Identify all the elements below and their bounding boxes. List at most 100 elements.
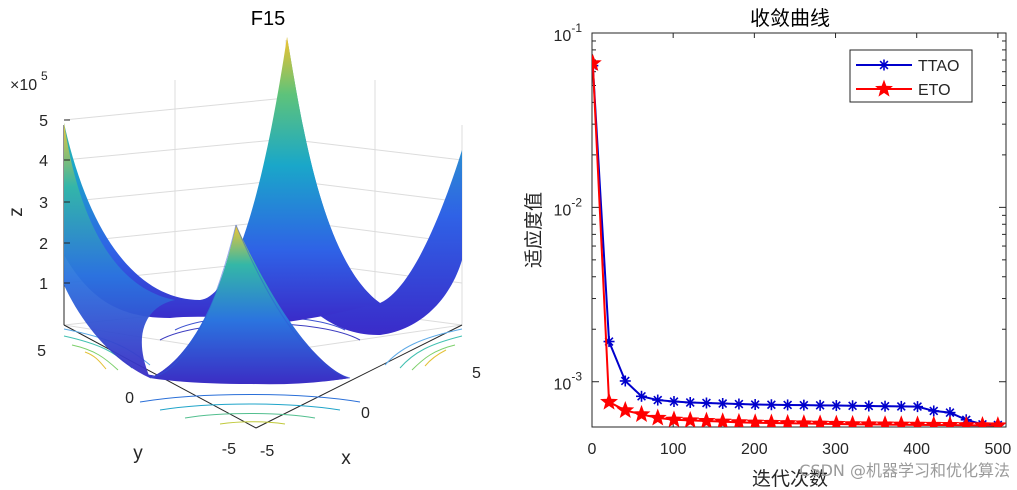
data-point	[636, 390, 648, 402]
y-tick-label: -5	[222, 441, 236, 458]
z-multiplier: ×10 5	[10, 69, 48, 94]
data-point	[713, 412, 732, 427]
z-multiplier-exponent: 5	[41, 69, 48, 83]
data-point	[665, 410, 683, 427]
data-point	[600, 392, 619, 410]
data-point	[941, 415, 959, 427]
y-axis-label: y	[133, 443, 143, 464]
data-point	[830, 400, 842, 412]
marker-stroke	[637, 391, 646, 401]
x-ticks: -5 0 5	[260, 365, 481, 460]
y-tick-labels: 10-1 10-2 10-3	[554, 21, 583, 394]
data-point	[697, 411, 716, 427]
marker-stroke	[783, 400, 793, 410]
plot-area-frame	[591, 32, 1007, 428]
legend-eto-marker	[875, 79, 893, 97]
marker-stroke	[848, 401, 858, 411]
x-tick-label: 100	[660, 441, 687, 458]
z-tick-label: 1	[39, 276, 48, 293]
data-point	[924, 415, 943, 427]
marker-stroke	[880, 401, 890, 411]
data-point	[879, 400, 891, 412]
data-point	[876, 415, 895, 427]
data-point	[652, 394, 664, 406]
marker-stroke	[896, 401, 906, 411]
marker-stroke	[799, 400, 809, 410]
z-tick-label: 4	[39, 153, 48, 170]
z-tick-label: 5	[39, 113, 48, 130]
data-point	[668, 396, 680, 408]
legend-ttao-marker	[878, 59, 890, 71]
data-point	[746, 413, 765, 427]
data-point	[908, 415, 927, 427]
data-point	[811, 414, 830, 427]
watermark: CSDN @机器学习和优化算法	[799, 461, 1010, 480]
y-tick-label: 10-2	[554, 195, 583, 219]
legend-ttao-label: TTAO	[918, 58, 959, 75]
marker-stroke	[864, 401, 874, 411]
marker-stroke	[879, 60, 889, 70]
data-point	[892, 415, 911, 427]
data-point	[782, 399, 794, 411]
data-point	[988, 416, 1006, 427]
legend-marker-shape	[878, 59, 890, 71]
legend: TTAO ETO	[849, 49, 973, 103]
marker-stroke	[766, 400, 776, 410]
data-point	[814, 399, 826, 411]
surface-plot: F15	[6, 8, 481, 469]
z-multiplier-base: ×10	[10, 77, 37, 94]
convergence-x-label: 迭代次数	[752, 468, 828, 490]
data-point	[928, 405, 940, 417]
series-line	[592, 65, 998, 426]
marker-stroke	[750, 400, 760, 409]
x-tick-label: 0	[361, 405, 370, 422]
data-point	[729, 412, 748, 427]
x-tick-labels: 0 100 200 300 400 500	[588, 441, 1012, 458]
data-point	[973, 415, 992, 427]
data-point	[616, 400, 635, 419]
y-tick-label: 10-3	[554, 370, 583, 394]
series-ttao	[592, 60, 1004, 427]
data-point	[778, 413, 797, 427]
marker-stroke	[685, 398, 695, 407]
data-point	[619, 375, 631, 387]
legend-box	[849, 49, 973, 103]
legend-eto-label: ETO	[918, 82, 951, 99]
x-tick-label: 200	[741, 441, 768, 458]
convergence-y-label: 适应度值	[523, 192, 545, 268]
data-point	[700, 397, 712, 409]
marker-stroke	[734, 399, 744, 409]
marker-stroke	[815, 400, 825, 410]
data-point	[798, 399, 810, 411]
marker-stroke	[831, 401, 841, 411]
surface-mesh	[64, 37, 462, 385]
data-point	[632, 404, 651, 422]
data-point	[843, 414, 862, 427]
x-tick-label: 300	[822, 441, 849, 458]
x-tick-label: 400	[903, 441, 930, 458]
y-tick-label: 5	[37, 343, 46, 360]
marker-stroke	[620, 376, 630, 386]
marker-stroke	[653, 395, 663, 405]
data-point	[863, 400, 875, 412]
convergence-plot: 收敛曲线 10-1 10-2 10-3 0 100 200 300 400 50…	[523, 6, 1011, 490]
data-point	[749, 399, 761, 411]
data-point	[762, 413, 781, 427]
z-tick-label: 3	[39, 195, 48, 212]
marker-stroke	[929, 406, 939, 416]
series-layer	[592, 53, 1006, 427]
x-tick-label: 5	[472, 365, 481, 382]
data-point	[648, 408, 667, 426]
z-ticks: 1 2 3 4 5	[39, 113, 70, 293]
z-axis-label: z	[6, 207, 27, 217]
x-axis-label: x	[341, 448, 351, 469]
marker-stroke	[669, 397, 679, 406]
data-point	[684, 397, 696, 409]
z-tick-label: 2	[39, 236, 48, 253]
data-point	[765, 399, 777, 411]
data-point	[847, 400, 859, 412]
data-point	[895, 400, 907, 412]
series-eto	[592, 53, 1006, 427]
data-point	[681, 410, 700, 427]
data-point	[733, 398, 745, 410]
